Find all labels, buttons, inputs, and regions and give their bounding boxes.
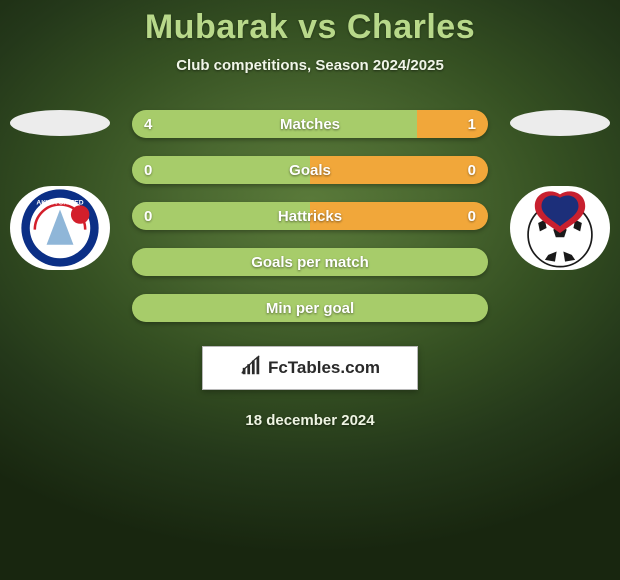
player-silhouette-icon: [10, 110, 110, 136]
page-subtitle: Club competitions, Season 2024/2025: [0, 57, 620, 74]
brand-box: FcTables.com: [202, 346, 418, 390]
stat-label: Goals: [132, 156, 488, 184]
svg-text:AKWA UNITED: AKWA UNITED: [36, 199, 83, 206]
stat-right-value: 1: [468, 110, 476, 138]
left-side-column: AKWA UNITED: [8, 110, 112, 270]
stat-right-value: 0: [468, 156, 476, 184]
page-title: Mubarak vs Charles: [0, 8, 620, 47]
stat-row: Min per goal: [132, 294, 488, 322]
stat-row: 4 Matches 1: [132, 110, 488, 138]
stat-label: Min per goal: [132, 294, 488, 322]
stat-label: Matches: [132, 110, 488, 138]
stat-row: Goals per match: [132, 248, 488, 276]
footer-date: 18 december 2024: [0, 412, 620, 429]
right-side-column: [508, 110, 612, 270]
club-crest-right-icon: [510, 186, 610, 270]
stat-label: Goals per match: [132, 248, 488, 276]
stat-row: 0 Hattricks 0: [132, 202, 488, 230]
player-silhouette-icon: [510, 110, 610, 136]
stat-row: 0 Goals 0: [132, 156, 488, 184]
stat-right-value: 0: [468, 202, 476, 230]
chart-bars-icon: [240, 355, 262, 382]
club-crest-left-icon: AKWA UNITED: [10, 186, 110, 270]
stat-label: Hattricks: [132, 202, 488, 230]
brand-text: FcTables.com: [268, 358, 380, 378]
stats-bars: 4 Matches 1 0 Goals 0 0 Hattricks 0: [112, 110, 508, 322]
